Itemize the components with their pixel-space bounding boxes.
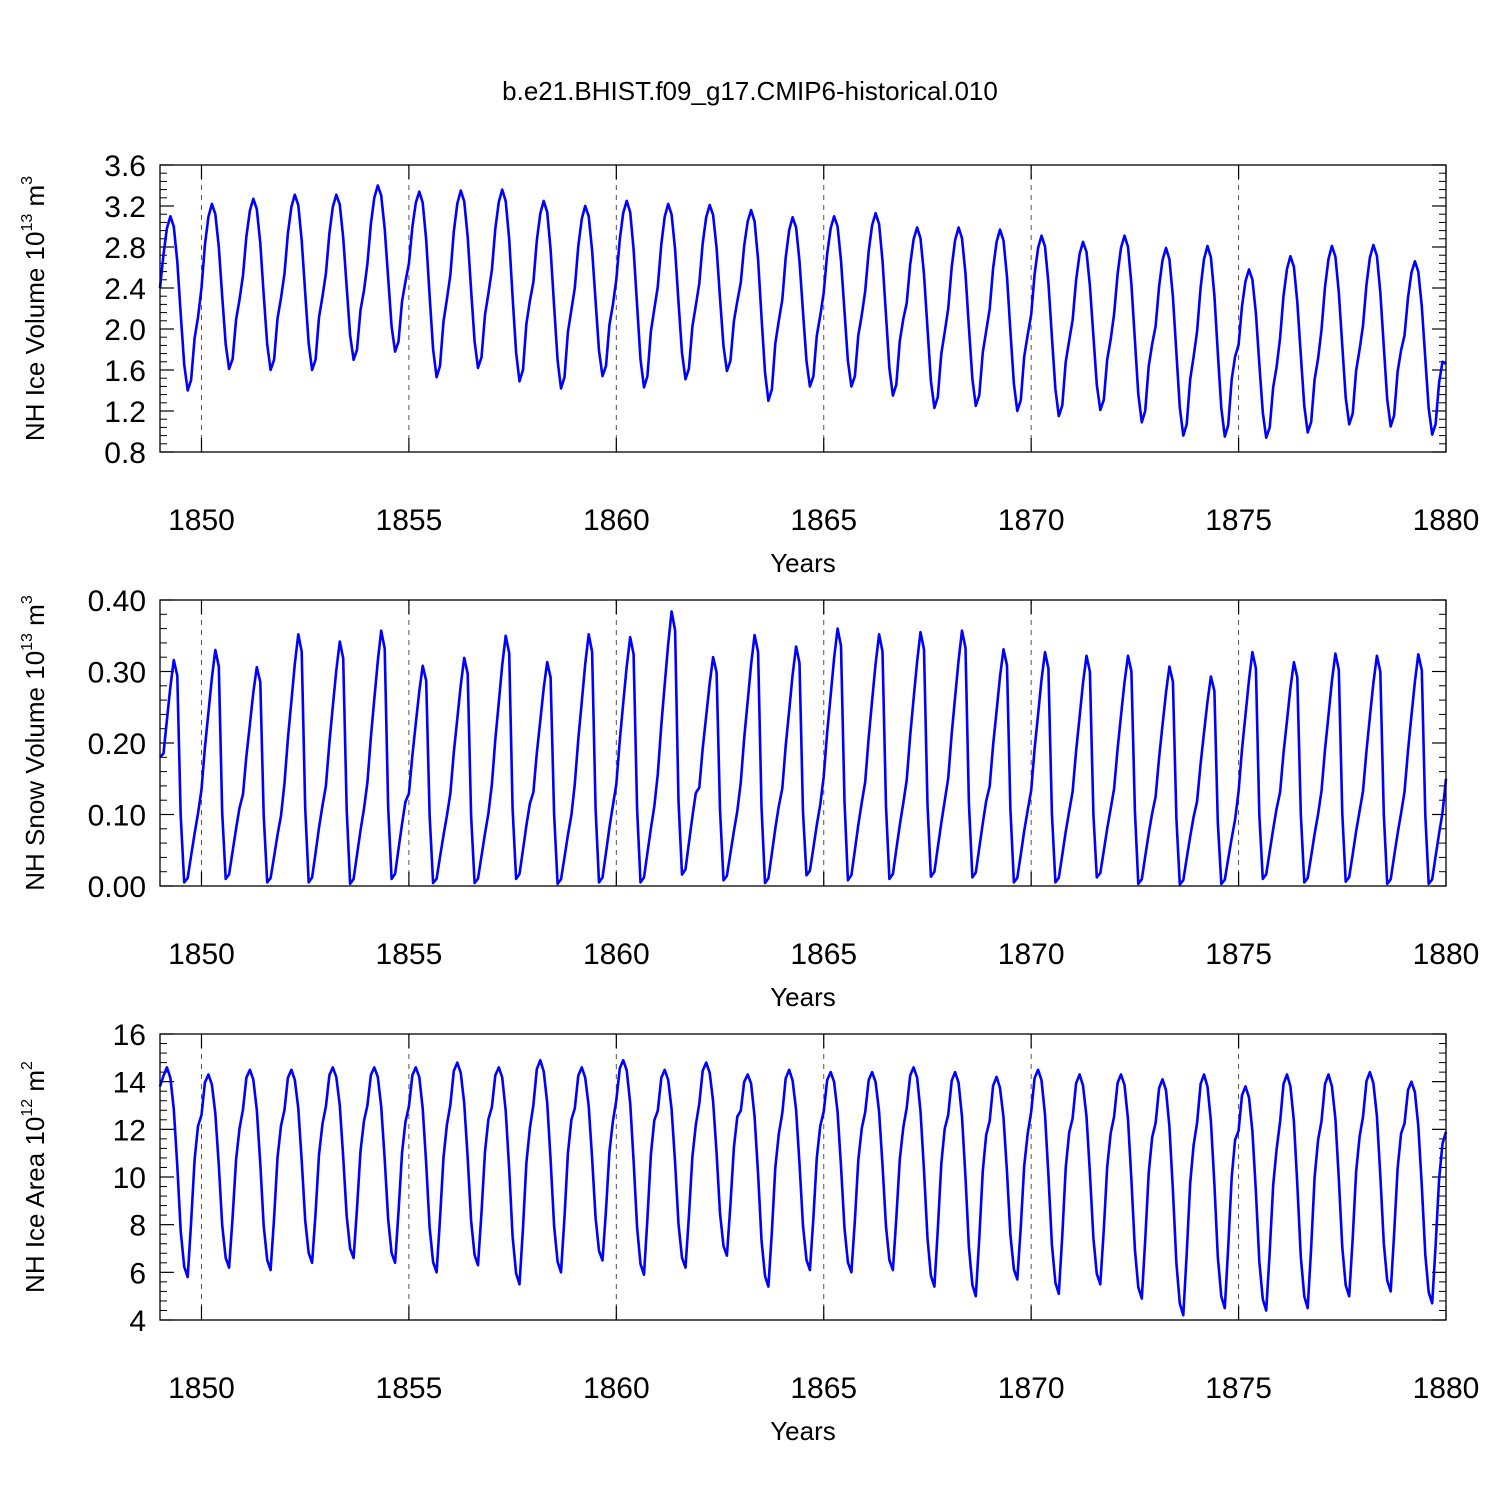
snow-volume-ytick-label: 0.20 [88, 728, 146, 761]
panel-snow-volume: 0.00 0.10 0.20 0.30 0.40 1850 1855 1860 1865 1870… [19, 585, 1479, 1012]
ice-area-xtick-label: 1850 [168, 1372, 235, 1405]
ice-volume-ylabel-part: 3 [19, 176, 36, 185]
ice-volume-xtick-label: 1850 [168, 504, 235, 537]
snow-volume-ylabel: NH Snow Volume 1013 m3 [19, 595, 50, 891]
ice-area-ylabel-part: 12 [19, 1099, 36, 1117]
ice-area-xtick-label: 1865 [790, 1372, 857, 1405]
snow-volume-ytick-label: 0.10 [88, 800, 146, 833]
ice-volume-plot-frame [159, 164, 1447, 453]
snow-volume-ylabel-part: 3 [19, 595, 36, 604]
ice-area-ytick-label: 6 [129, 1257, 146, 1290]
ice-area-xtick-label: 1880 [1413, 1372, 1480, 1405]
ice-area-ylabel-part: NH Ice Area 10 [20, 1117, 50, 1293]
ice-area-ytick-label: 14 [113, 1067, 146, 1100]
snow-volume-xtick-label: 1850 [168, 938, 235, 971]
ice-area-ytick-label: 10 [113, 1162, 146, 1195]
ice-area-ytick-label: 4 [129, 1305, 146, 1338]
ice-area-xtick-label: 1870 [998, 1372, 1065, 1405]
snow-volume-plot-frame [159, 599, 1447, 887]
ice-area-xtick-label: 1855 [376, 1372, 443, 1405]
ice-volume-xlabel: Years [770, 548, 836, 578]
panel-ice-area: 4 6 8 10 12 14 16 1850 1855 1860 1865 1870 1875 1880 Y… [19, 1019, 1479, 1446]
snow-volume-xtick-label: 1880 [1413, 938, 1480, 971]
snow-volume-xtick-label: 1870 [998, 938, 1065, 971]
ice-volume-xtick-label: 1865 [790, 504, 857, 537]
ice-volume-ytick-label: 1.6 [104, 355, 146, 388]
ice-area-plot-frame [159, 1033, 1447, 1321]
ice-volume-ytick-label: 0.8 [104, 437, 146, 470]
panel-ice-volume: 0.8 1.2 1.6 2.0 2.4 2.8 3.2 3.6 1850 1855 1860 1865… [19, 150, 1479, 578]
snow-volume-xtick-label: 1865 [790, 938, 857, 971]
snow-volume-ytick-label: 0.40 [88, 585, 146, 618]
snow-volume-xtick-label: 1855 [376, 938, 443, 971]
ice-area-xlabel: Years [770, 1416, 836, 1446]
ice-volume-ylabel: NH Ice Volume 1013 m3 [19, 176, 50, 441]
ice-area-xtick-label: 1860 [583, 1372, 650, 1405]
ice-volume-ytick-label: 3.6 [104, 150, 146, 183]
ice-area-ylabel-part: m [20, 1070, 50, 1099]
ice-volume-series-line [158, 184, 1447, 439]
ice-volume-ylabel-part: 13 [19, 214, 36, 232]
ice-volume-xtick-label: 1860 [583, 504, 650, 537]
snow-volume-xtick-label: 1860 [583, 938, 650, 971]
ice-volume-xtick-label: 1880 [1413, 504, 1480, 537]
ice-volume-ytick-label: 2.0 [104, 314, 146, 347]
ice-volume-ytick-label: 2.8 [104, 232, 146, 265]
snow-volume-xtick-label: 1875 [1205, 938, 1272, 971]
ice-volume-ytick-label: 1.2 [104, 396, 146, 429]
snow-volume-ylabel-part: NH Snow Volume 10 [20, 651, 50, 891]
ice-volume-ylabel-part: m [20, 185, 50, 214]
ice-area-ylabel: NH Ice Area 1012 m2 [19, 1061, 50, 1293]
ice-volume-ytick-label: 2.4 [104, 273, 146, 306]
ice-volume-xtick-label: 1875 [1205, 504, 1272, 537]
snow-volume-ytick-label: 0.00 [88, 871, 146, 904]
snow-volume-series-line [159, 610, 1448, 886]
snow-volume-xlabel: Years [770, 982, 836, 1012]
figure-title: b.e21.BHIST.f09_g17.CMIP6-historical.010 [502, 76, 998, 106]
ice-area-ytick-label: 8 [129, 1210, 146, 1243]
ice-area-ytick-label: 12 [113, 1114, 146, 1147]
ice-volume-xtick-label: 1855 [376, 504, 443, 537]
ice-area-ytick-label: 16 [113, 1019, 146, 1052]
ice-area-ylabel-part: 2 [19, 1061, 36, 1070]
snow-volume-ylabel-part: m [20, 604, 50, 633]
ice-volume-ylabel-part: NH Ice Volume 10 [20, 232, 50, 442]
ice-area-series-line [158, 1058, 1448, 1317]
ice-volume-ytick-label: 3.2 [104, 191, 146, 224]
ice-area-xtick-label: 1875 [1205, 1372, 1272, 1405]
snow-volume-ylabel-part: 13 [19, 633, 36, 651]
ice-volume-xtick-label: 1870 [998, 504, 1065, 537]
snow-volume-ytick-label: 0.30 [88, 657, 146, 690]
